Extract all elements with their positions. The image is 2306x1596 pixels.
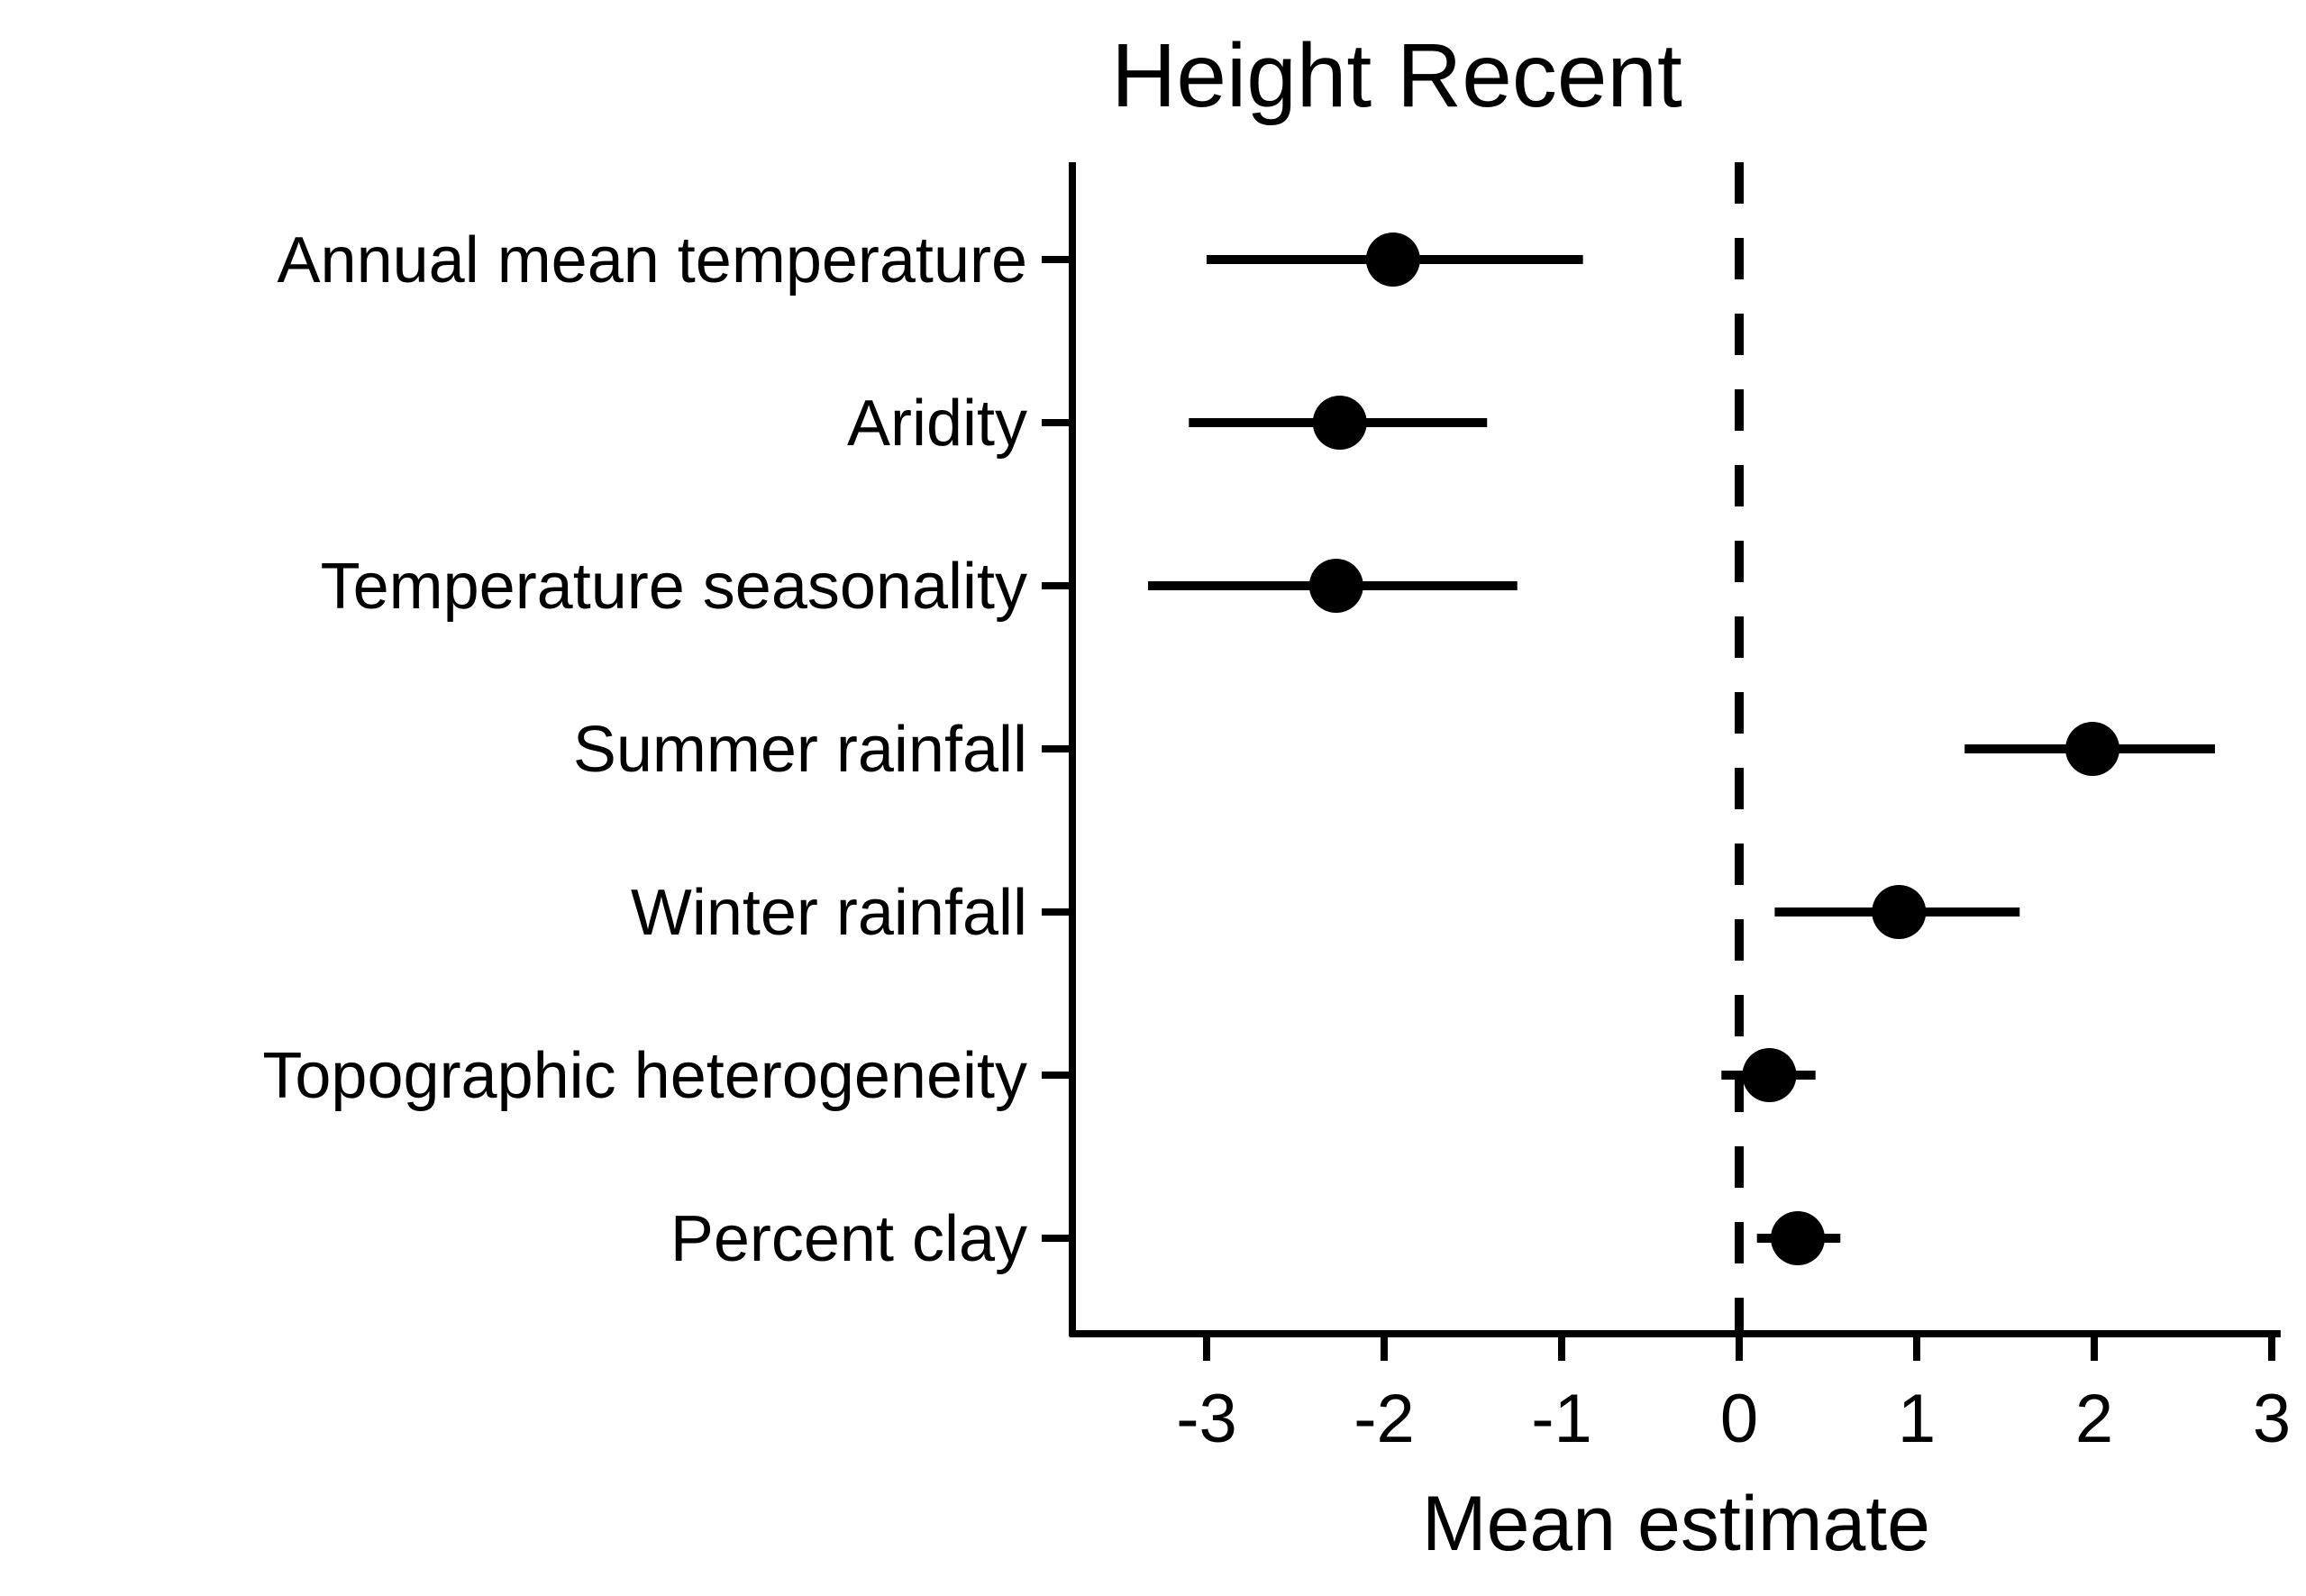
point-5 [1742,1048,1797,1102]
point-2 [1308,559,1363,613]
x-axis-label: Mean estimate [1422,1481,1930,1567]
y-tick-label-0: Annual mean temperature [278,224,1028,296]
point-4 [1872,885,1927,939]
point-3 [2065,722,2120,776]
y-tick-label-1: Aridity [847,388,1027,460]
y-tick-label-5: Topographic heterogeneity [262,1040,1027,1112]
x-tick-label-2: -1 [1531,1381,1592,1457]
plot-area: -3 -2 -1 0 1 2 3 Annual mean temperature Aridity… [262,162,2291,1457]
point-0 [1365,233,1420,287]
x-tick-label-1: -2 [1354,1381,1415,1457]
y-tick-label-2: Temperature seasonality [321,551,1027,623]
x-tick-label-0: -3 [1176,1381,1237,1457]
x-tick-label-5: 2 [2075,1381,2113,1457]
chart-title: Height Recent [1111,25,1682,126]
point-6 [1771,1211,1826,1265]
y-tick-label-4: Winter rainfall [631,877,1027,949]
point-1 [1312,396,1367,450]
y-tick-label-3: Summer rainfall [573,714,1027,786]
y-tick-label-6: Percent clay [670,1203,1027,1275]
x-tick-label-6: 3 [2253,1381,2291,1457]
x-tick-label-4: 1 [1898,1381,1936,1457]
x-tick-label-3: 0 [1720,1381,1758,1457]
